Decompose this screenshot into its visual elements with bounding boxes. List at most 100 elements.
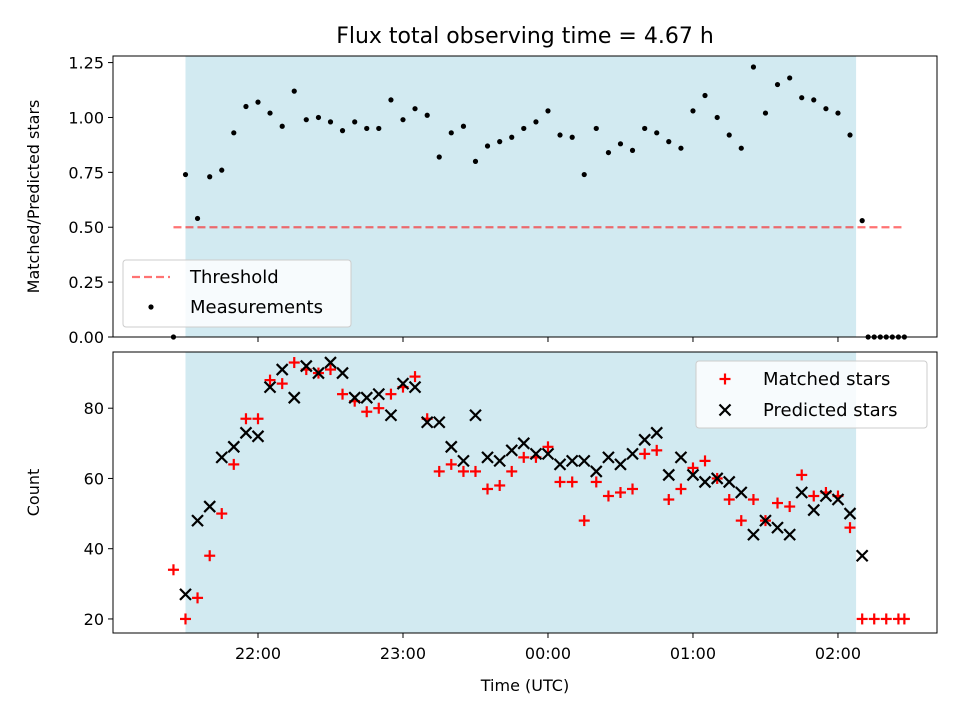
predicted-star-point <box>360 391 374 404</box>
predicted-star-point <box>263 380 277 394</box>
measurement-point <box>327 119 334 125</box>
matched-star-point <box>880 613 892 625</box>
measurement-point <box>267 110 273 116</box>
measurement-point <box>835 110 841 116</box>
predicted-star-point <box>541 447 555 461</box>
matched-star-point <box>276 378 288 390</box>
measurement-point <box>412 106 418 112</box>
measurement-point <box>339 128 346 134</box>
matched-star-point <box>735 515 747 527</box>
x-tick-label: 01:00 <box>670 644 716 663</box>
measurement-point <box>521 125 527 132</box>
predicted-star-point <box>674 451 688 464</box>
measurement-point <box>315 114 322 121</box>
measurement-point <box>654 130 660 136</box>
matched-star-point <box>772 497 784 509</box>
measurement-point <box>219 167 225 173</box>
measurement-point <box>279 123 285 129</box>
legend-top: Threshold Measurements <box>122 259 352 328</box>
predicted-star-point <box>287 391 301 404</box>
predicted-star-point <box>843 507 857 520</box>
measurement-point <box>448 130 454 136</box>
predicted-star-point <box>203 500 216 513</box>
measurement-point <box>557 132 563 138</box>
measurement-point <box>811 97 817 103</box>
measurement-point <box>762 110 769 116</box>
measurement-point <box>774 81 781 88</box>
predicted-star-point <box>722 475 736 489</box>
measurement-point <box>388 97 394 103</box>
matched-star-point <box>167 564 179 576</box>
predicted-star-point <box>759 514 772 527</box>
matched-star-point <box>252 413 264 425</box>
predicted-star-point <box>191 514 204 527</box>
matched-star-point <box>482 483 494 495</box>
predicted-star-point <box>179 588 192 601</box>
measurement-point <box>690 108 696 114</box>
matched-star-point <box>204 550 216 562</box>
matched-star-point <box>457 465 469 477</box>
matched-star-point <box>385 388 397 400</box>
matched-star-point <box>216 508 228 520</box>
matched-star-point <box>554 476 566 488</box>
measurement-point <box>364 125 370 132</box>
y-axis-label: Count <box>24 469 43 517</box>
y-tick-label: 60 <box>84 469 104 488</box>
matched-star-point <box>494 479 506 491</box>
matched-star-point <box>747 494 759 506</box>
measurement-point <box>472 158 479 164</box>
matched-star-point <box>288 357 300 369</box>
predicted-star-point <box>795 486 808 499</box>
predicted-star-point <box>602 451 615 464</box>
matched-star-point <box>868 613 880 625</box>
measurement-point <box>303 117 309 123</box>
y-tick-label: 0.00 <box>68 328 104 347</box>
predicted-star-point <box>348 391 361 404</box>
predicted-star-point <box>457 454 470 468</box>
legend-bottom: Matched stars Predicted stars <box>695 360 928 429</box>
measurement-point <box>617 141 624 147</box>
measurement-point <box>497 139 503 145</box>
measurement-point <box>509 134 515 140</box>
predicted-star-point <box>420 415 434 429</box>
predicted-star-point <box>783 528 796 541</box>
measurement-point <box>629 147 636 153</box>
measurement-point <box>255 99 261 105</box>
matched-star-point <box>627 483 639 495</box>
measurement-point <box>484 143 491 149</box>
predicted-star-point <box>589 465 603 478</box>
predicted-star-point <box>831 493 845 506</box>
measurement-point <box>207 174 213 180</box>
matched-star-point <box>590 476 602 488</box>
matched-star-point <box>844 522 856 534</box>
predicted-star-point <box>529 447 543 461</box>
y-tick-label: 1.25 <box>68 54 104 73</box>
matched-star-point <box>445 458 457 470</box>
measurement-point <box>666 139 672 145</box>
legend-matched-swatch <box>719 373 731 385</box>
predicted-star-point <box>734 486 748 499</box>
matched-star-point <box>602 490 614 502</box>
measurement-point <box>231 130 237 136</box>
measurement-point <box>799 95 805 101</box>
measurement-point <box>823 106 829 112</box>
measurement-point <box>726 132 732 138</box>
y-tick-label: 0.75 <box>68 163 104 182</box>
predicted-star-point <box>614 458 627 471</box>
matched-star-point <box>663 494 675 506</box>
y-tick-label: 1.00 <box>68 108 104 127</box>
measurement-point <box>750 64 757 70</box>
predicted-star-point <box>517 437 531 450</box>
legend-measurement-label: Measurements <box>190 297 323 318</box>
y-tick-label: 0.50 <box>68 218 104 237</box>
measurement-point <box>436 154 442 160</box>
measurement-point <box>859 218 865 224</box>
predicted-star-point <box>299 359 313 373</box>
measurement-point <box>243 103 249 110</box>
legend-matched-label: Matched stars <box>763 369 890 390</box>
x-tick-label: 00:00 <box>525 644 571 663</box>
measurement-point <box>642 125 648 132</box>
matched-star-point <box>518 451 530 463</box>
matched-star-point <box>675 483 687 495</box>
